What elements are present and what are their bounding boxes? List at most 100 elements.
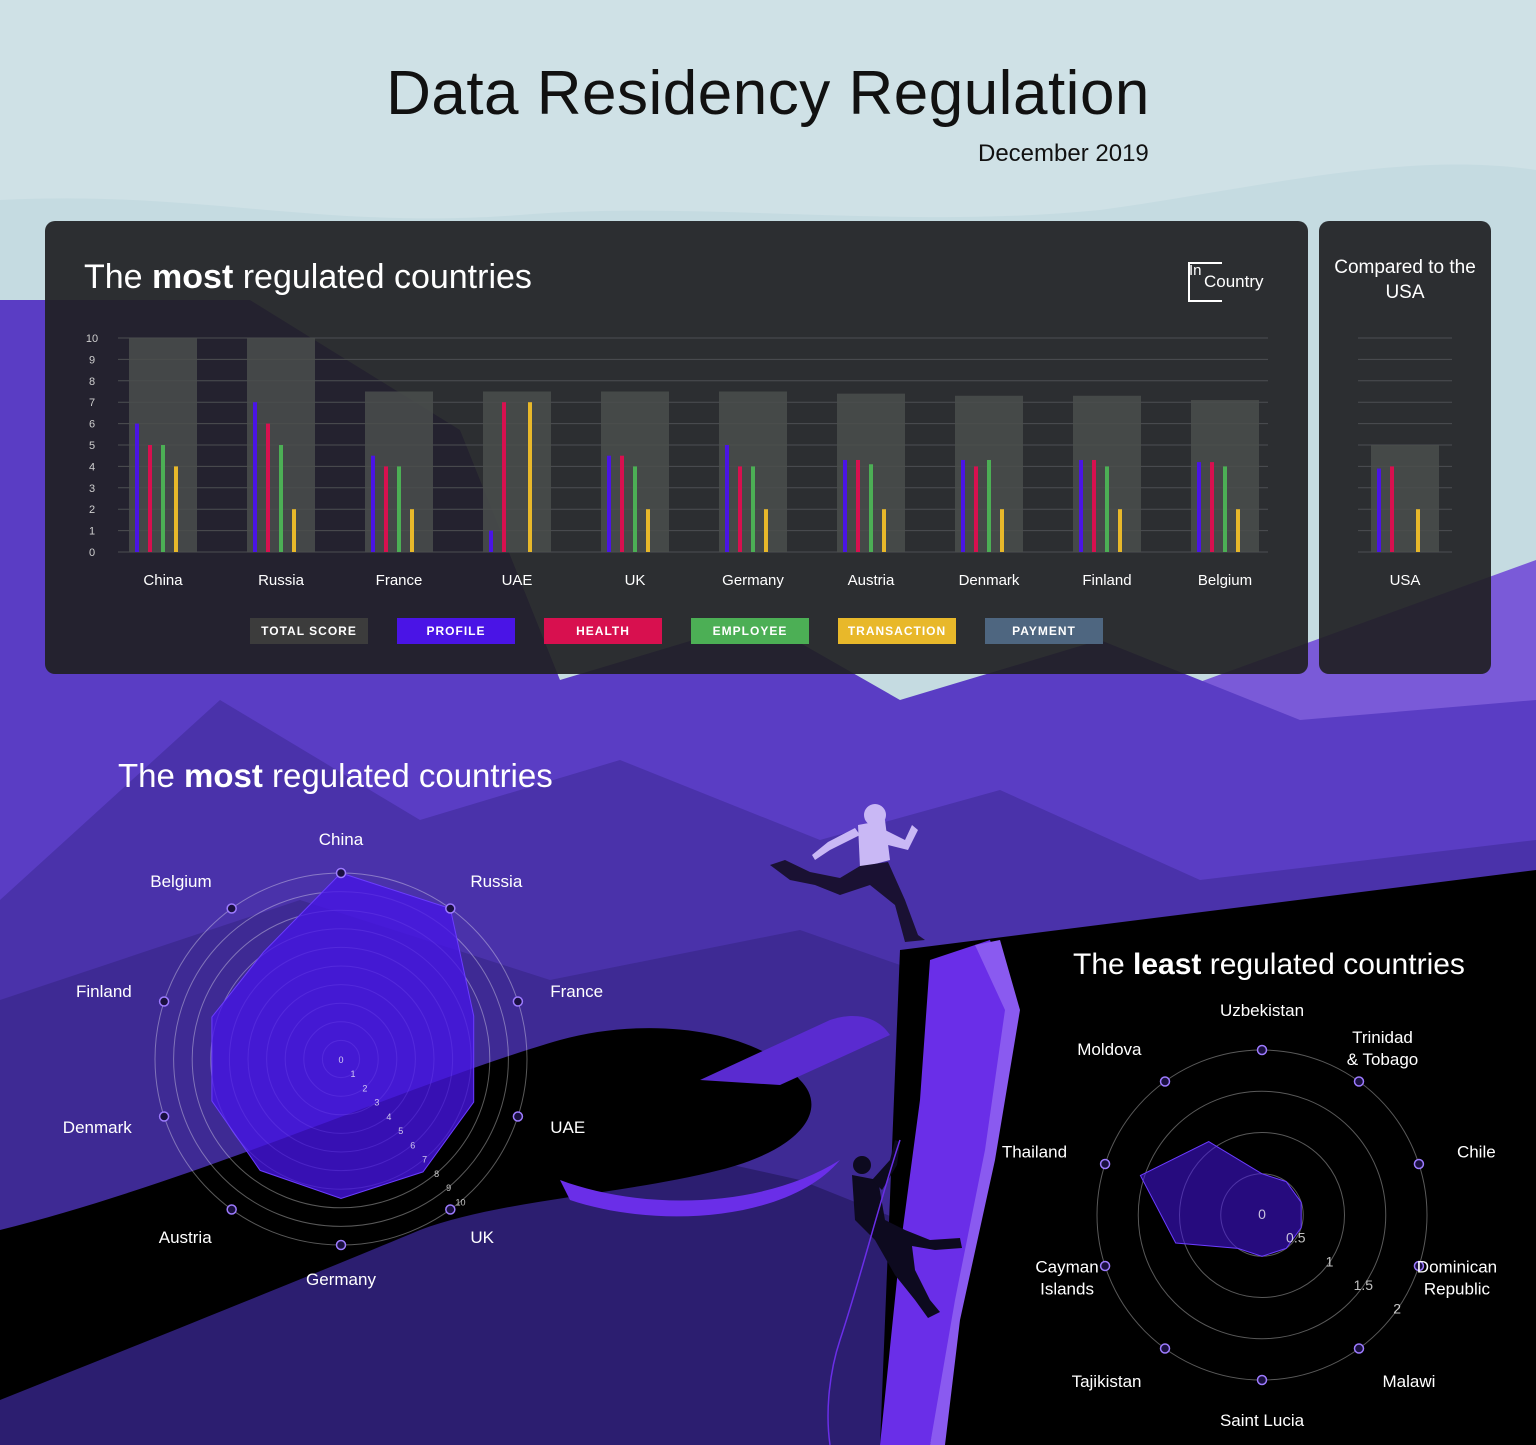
- bar-transaction-germany: [764, 509, 768, 552]
- radar-category-label: Uzbekistan: [1220, 1001, 1304, 1020]
- radar-point: [226, 903, 237, 914]
- radar-category-label: Germany: [306, 1270, 376, 1289]
- radar-tick-label: 3: [374, 1098, 379, 1108]
- bar-transaction-usa: [1416, 509, 1420, 552]
- y-tick-label: 1: [89, 526, 95, 538]
- radar-area: [1139, 1141, 1302, 1257]
- logo-country-text: Country: [1204, 272, 1264, 291]
- bar-transaction-russia: [292, 509, 296, 552]
- radar-category-label: Denmark: [63, 1118, 132, 1137]
- radar-category-label: Dominican Republic: [1417, 1257, 1497, 1298]
- radar-category-label: Finland: [76, 982, 132, 1001]
- radar-point: [1099, 1260, 1111, 1272]
- bar-employee-uk: [633, 466, 637, 552]
- legend-item-profile: PROFILE: [397, 618, 515, 644]
- bar-health-uae: [502, 402, 506, 552]
- legend-item-health: HEALTH: [544, 618, 662, 644]
- bar-employee-france: [397, 466, 401, 552]
- radar-category-label: Saint Lucia: [1220, 1411, 1305, 1430]
- y-tick-label: 8: [89, 376, 95, 388]
- bar-employee-finland: [1105, 466, 1109, 552]
- radar-point: [226, 1204, 237, 1215]
- radar-category-label: Trinidad & Tobago: [1347, 1028, 1419, 1069]
- usa-panel-title: Compared to the USA: [1334, 257, 1476, 303]
- radar-category-label: Belgium: [150, 872, 211, 891]
- bar-profile-china: [135, 423, 139, 552]
- bar-health-belgium: [1210, 462, 1214, 552]
- bar-profile-austria: [843, 459, 847, 552]
- bar-profile-france: [371, 455, 375, 552]
- bar-chart-title-prefix: The: [84, 258, 153, 296]
- radar-tick-label: 7: [422, 1155, 427, 1165]
- bar-chart-title: The most regulated countries: [84, 258, 532, 297]
- bar-health-france: [384, 466, 388, 552]
- x-category-label: UAE: [502, 572, 533, 589]
- bar-total-usa: [1371, 445, 1439, 552]
- bar-profile-uae: [489, 530, 493, 552]
- bar-transaction-china: [174, 466, 178, 552]
- radar-least-title-prefix: The: [1073, 948, 1134, 981]
- radar-tick-label: 0: [338, 1055, 343, 1065]
- radar-point: [158, 996, 170, 1007]
- radar-category-label: China: [319, 830, 364, 849]
- bar-employee-austria: [869, 464, 873, 552]
- y-tick-label: 2: [89, 504, 95, 516]
- page-title: Data Residency Regulation: [386, 59, 1150, 128]
- bar-employee-germany: [751, 466, 755, 552]
- x-category-label: Belgium: [1198, 572, 1252, 589]
- radar-point: [1159, 1343, 1171, 1354]
- radar-category-label: Russia: [470, 872, 523, 891]
- radar-point: [445, 1204, 456, 1215]
- x-category-label: France: [376, 572, 423, 589]
- x-category-label: Germany: [722, 572, 784, 589]
- bar-employee-denmark: [987, 459, 991, 552]
- radar-point: [1413, 1260, 1425, 1272]
- radar-point: [1353, 1076, 1365, 1087]
- y-tick-label: 4: [89, 461, 95, 473]
- bar-health-austria: [856, 459, 860, 552]
- radar-point: [512, 1111, 524, 1122]
- x-category-label: Russia: [258, 572, 305, 589]
- logo-bracket: [1188, 262, 1222, 302]
- bar-profile-usa: [1377, 468, 1381, 552]
- x-category-label: Austria: [848, 572, 895, 589]
- bar-chart-title-suffix: regulated countries: [233, 258, 532, 296]
- bar-transaction-france: [410, 509, 414, 552]
- radar-point: [512, 996, 524, 1007]
- bar-health-russia: [266, 423, 270, 552]
- radar-point: [1413, 1158, 1425, 1170]
- x-category-label: USA: [1390, 572, 1421, 589]
- bar-total-uae: [483, 391, 551, 552]
- bar-profile-belgium: [1197, 462, 1201, 552]
- radar-point: [1159, 1076, 1171, 1087]
- radar-tick-label: 1.5: [1354, 1277, 1374, 1293]
- radar-point: [335, 1239, 347, 1251]
- radar-point: [1353, 1343, 1365, 1354]
- radar-point: [335, 867, 347, 879]
- bar-health-usa: [1390, 466, 1394, 552]
- radar-most-title-bold: most: [184, 757, 263, 794]
- radar-tick-label: 10: [456, 1197, 466, 1207]
- radar-category-label: Chile: [1457, 1143, 1496, 1162]
- legend-item-employee: EMPLOYEE: [691, 618, 809, 644]
- radar-category-label: France: [550, 982, 603, 1001]
- x-category-label: Finland: [1082, 572, 1131, 589]
- bar-transaction-austria: [882, 509, 886, 552]
- bar-profile-finland: [1079, 459, 1083, 552]
- radar-category-label: Moldova: [1077, 1040, 1142, 1059]
- radar-most-title-prefix: The: [118, 757, 185, 794]
- x-category-label: UK: [625, 572, 646, 589]
- radar-point: [1099, 1158, 1111, 1170]
- radar-most-title-suffix: regulated countries: [262, 757, 553, 794]
- radar-tick-label: 8: [434, 1169, 439, 1179]
- radar-tick-label: 5: [398, 1126, 403, 1136]
- radar-least-title-bold: least: [1133, 948, 1202, 981]
- radar-tick-label: 0: [1258, 1206, 1266, 1222]
- radar-point: [1256, 1374, 1268, 1386]
- radar-most-title: The most regulated countries: [118, 757, 553, 795]
- bar-transaction-uae: [528, 402, 532, 552]
- radar-area: [211, 872, 475, 1200]
